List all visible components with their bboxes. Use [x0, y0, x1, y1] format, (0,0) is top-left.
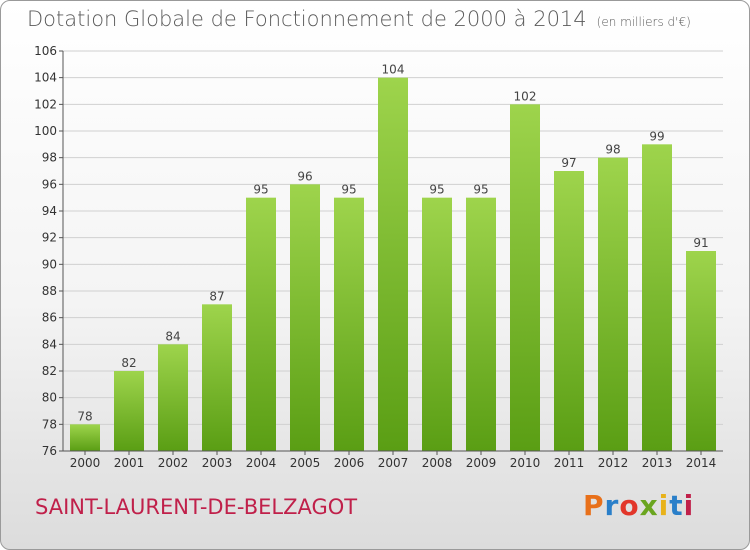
logo-letter: i [683, 489, 695, 522]
y-tick-label: 100 [34, 124, 57, 138]
data-label-2010: 102 [514, 89, 537, 103]
y-tick-label: 92 [42, 231, 57, 245]
x-tick-label-2001: 2001 [114, 456, 145, 470]
data-label-2008: 95 [429, 183, 444, 197]
y-tick-label: 102 [34, 97, 57, 111]
data-label-2009: 95 [473, 183, 488, 197]
y-tick-label: 98 [42, 151, 57, 165]
y-tick-label: 84 [42, 337, 57, 351]
x-tick-label-2011: 2011 [554, 456, 585, 470]
x-tick-label-2008: 2008 [422, 456, 453, 470]
unit-note: (en milliers d'€) [596, 15, 691, 29]
bar-2014 [686, 251, 716, 451]
chart-title: Dotation Globale de Fonctionnement de 20… [27, 7, 691, 31]
y-tick-label: 104 [34, 71, 57, 85]
bar-2009 [466, 197, 496, 451]
x-tick-label-2004: 2004 [246, 456, 277, 470]
municipality-name: SAINT-LAURENT-DE-BELZAGOT [35, 495, 358, 519]
data-label-2011: 97 [561, 156, 576, 170]
x-tick-label-2007: 2007 [378, 456, 409, 470]
x-tick-label-2012: 2012 [598, 456, 629, 470]
bar-2000 [70, 424, 100, 451]
logo-letter: r [604, 489, 620, 522]
bar-2012 [598, 157, 628, 451]
x-tick-label-2005: 2005 [290, 456, 321, 470]
bar-2010 [510, 104, 540, 451]
data-label-2012: 98 [605, 143, 620, 157]
y-tick-label: 90 [42, 257, 57, 271]
data-label-2002: 84 [165, 329, 180, 343]
bar-2001 [114, 371, 144, 451]
bar-2006 [334, 197, 364, 451]
x-tick-label-2013: 2013 [642, 456, 673, 470]
data-label-2000: 78 [77, 409, 92, 423]
bar-2013 [642, 144, 672, 452]
x-tick-label-2003: 2003 [202, 456, 233, 470]
y-tick-label: 96 [42, 177, 57, 191]
x-tick-label-2002: 2002 [158, 456, 189, 470]
proxiti-logo: Proxiti [583, 489, 694, 522]
bar-2008 [422, 197, 452, 451]
data-label-2006: 95 [341, 183, 356, 197]
data-label-2013: 99 [649, 129, 664, 143]
y-tick-label: 106 [34, 44, 57, 58]
chart-title-text: Dotation Globale de Fonctionnement de 20… [27, 7, 587, 31]
logo-letter: x [639, 489, 659, 522]
x-tick-label-2014: 2014 [686, 456, 717, 470]
axes: 76 78 80 82 84 86 88 90 92 94 96 98 100 102 104 106 2000… [34, 44, 723, 470]
x-tick-label-2009: 2009 [466, 456, 497, 470]
y-tick-label: 80 [42, 391, 57, 405]
x-tick-label-2010: 2010 [510, 456, 541, 470]
y-tick-label: 88 [42, 284, 57, 298]
bar-2011 [554, 171, 584, 451]
y-tick-label: 82 [42, 364, 57, 378]
y-tick-label: 94 [42, 204, 57, 218]
data-label-2003: 87 [209, 289, 224, 303]
y-tick-label: 76 [42, 444, 57, 458]
bar-2007 [378, 77, 408, 452]
data-label-2004: 95 [253, 183, 268, 197]
bar-2005 [290, 184, 320, 452]
data-label-2007: 104 [382, 63, 405, 77]
data-label-2001: 82 [121, 356, 136, 370]
bars: 78 82 84 87 95 96 95 104 95 95 102 97 98 99 91 [70, 63, 716, 452]
data-label-2005: 96 [297, 169, 312, 183]
bar-2002 [158, 344, 188, 451]
logo-letter: P [583, 489, 605, 522]
bar-2003 [202, 304, 232, 451]
bar-2004 [246, 197, 276, 451]
logo-letter: t [669, 489, 684, 522]
data-label-2014: 91 [693, 236, 708, 250]
y-tick-label: 86 [42, 311, 57, 325]
y-tick-label: 78 [42, 417, 57, 431]
logo-letter: i [658, 489, 670, 522]
x-tick-label-2006: 2006 [334, 456, 365, 470]
logo-letter: o [619, 489, 640, 522]
x-tick-label-2000: 2000 [70, 456, 101, 470]
